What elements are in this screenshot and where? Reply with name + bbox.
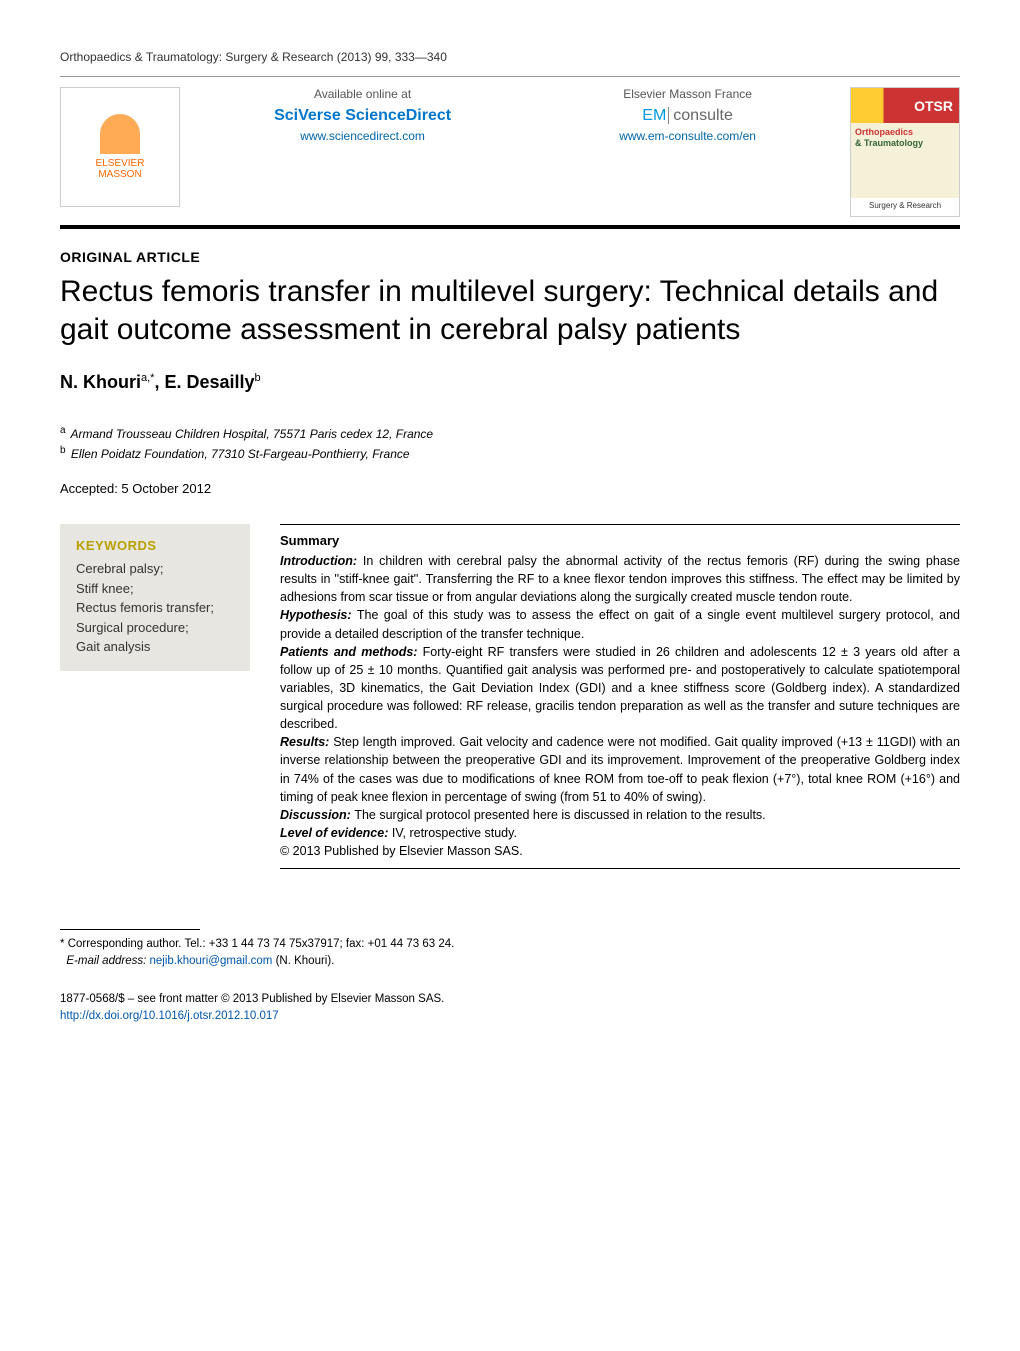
journal-name-line2: & Traumatology xyxy=(855,138,923,148)
corr-line1: Corresponding author. Tel.: +33 1 44 73 … xyxy=(68,938,455,950)
summary-section-label: Introduction: xyxy=(280,554,363,568)
article-title: Rectus femoris transfer in multilevel su… xyxy=(60,273,960,348)
author-1-name: N. Khouri xyxy=(60,372,141,392)
running-head: Orthopaedics & Traumatology: Surgery & R… xyxy=(60,50,960,64)
keywords-list: Cerebral palsy; Stiff knee; Rectus femor… xyxy=(76,559,234,657)
author-2-marks: b xyxy=(255,372,261,384)
email-label: E-mail address: xyxy=(66,955,146,967)
summary-section-text: The surgical protocol presented here is … xyxy=(354,808,765,822)
imprint-name: MASSON xyxy=(98,169,141,180)
summary-section-label: Level of evidence: xyxy=(280,826,392,840)
em-text: EM xyxy=(642,107,666,124)
header-band: ELSEVIER MASSON Available online at SciV… xyxy=(60,76,960,217)
summary-section-text: The goal of this study was to assess the… xyxy=(280,608,960,640)
consulte-text: consulte xyxy=(668,107,733,124)
summary-section-label: Hypothesis: xyxy=(280,608,357,622)
corr-star: * xyxy=(60,938,64,950)
summary-section-text: In children with cerebral palsy the abno… xyxy=(280,554,960,604)
available-online-label: Available online at xyxy=(274,87,451,101)
corr-email[interactable]: nejib.khouri@gmail.com xyxy=(149,955,272,967)
elsevier-masson-france-label: Elsevier Masson France xyxy=(619,87,756,101)
summary-top-rule xyxy=(280,524,960,525)
summary-copyright: © 2013 Published by Elsevier Masson SAS. xyxy=(280,844,523,858)
summary-section-label: Patients and methods: xyxy=(280,645,423,659)
publisher-logo-elsevier-masson: ELSEVIER MASSON xyxy=(60,87,180,207)
footnote-rule xyxy=(60,929,200,930)
summary-body: Introduction: In children with cerebral … xyxy=(280,552,960,860)
emconsulte-url[interactable]: www.em-consulte.com/en xyxy=(619,129,756,143)
doi-link[interactable]: http://dx.doi.org/10.1016/j.otsr.2012.10… xyxy=(60,1008,960,1025)
keywords-box: KEYWORDS Cerebral palsy; Stiff knee; Rec… xyxy=(60,524,250,671)
author-1-marks: a,* xyxy=(141,372,154,384)
affiliation-a: a Armand Trousseau Children Hospital, 75… xyxy=(60,423,960,443)
summary-section-text: IV, retrospective study. xyxy=(392,826,517,840)
sciencedirect-brand: SciVerse ScienceDirect xyxy=(274,107,451,125)
issn-copyright-line: 1877-0568/$ – see front matter © 2013 Pu… xyxy=(60,991,960,1008)
keywords-heading: KEYWORDS xyxy=(76,538,234,553)
sciencedirect-url[interactable]: www.sciencedirect.com xyxy=(274,129,451,143)
publisher-name: ELSEVIER xyxy=(96,158,145,169)
summary-heading: Summary xyxy=(280,533,960,548)
elsevier-tree-icon xyxy=(100,114,140,154)
summary-column: Summary Introduction: In children with c… xyxy=(280,524,960,869)
authors-line: N. Khouria,*, E. Desaillyb xyxy=(60,372,960,393)
summary-section-label: Results: xyxy=(280,735,333,749)
corresponding-author-block: * Corresponding author. Tel.: +33 1 44 7… xyxy=(60,936,960,971)
author-2-name: E. Desailly xyxy=(164,372,254,392)
journal-name-line3: Surgery & Research xyxy=(851,198,959,216)
summary-bottom-rule xyxy=(280,868,960,869)
otsr-badge: OTSR xyxy=(851,88,959,123)
journal-cover-otsr: OTSR Orthopaedics & Traumatology Surgery… xyxy=(850,87,960,217)
summary-section-label: Discussion: xyxy=(280,808,354,822)
affiliations-block: a Armand Trousseau Children Hospital, 75… xyxy=(60,423,960,463)
accepted-date: Accepted: 5 October 2012 xyxy=(60,481,960,496)
article-type-label: ORIGINAL ARTICLE xyxy=(60,249,960,265)
emconsulte-block: Elsevier Masson France EMconsulte www.em… xyxy=(619,87,756,143)
summary-section-text: Step length improved. Gait velocity and … xyxy=(280,735,960,803)
affiliation-b: b Ellen Poidatz Foundation, 77310 St-Far… xyxy=(60,443,960,463)
footer-block: 1877-0568/$ – see front matter © 2013 Pu… xyxy=(60,991,960,1026)
corr-email-for: (N. Khouri). xyxy=(276,955,335,967)
sciencedirect-block: Available online at SciVerse ScienceDire… xyxy=(274,87,451,143)
header-divider-thick xyxy=(60,225,960,229)
emconsulte-brand: EMconsulte xyxy=(619,107,756,125)
journal-name-line1: Orthopaedics xyxy=(855,127,913,137)
